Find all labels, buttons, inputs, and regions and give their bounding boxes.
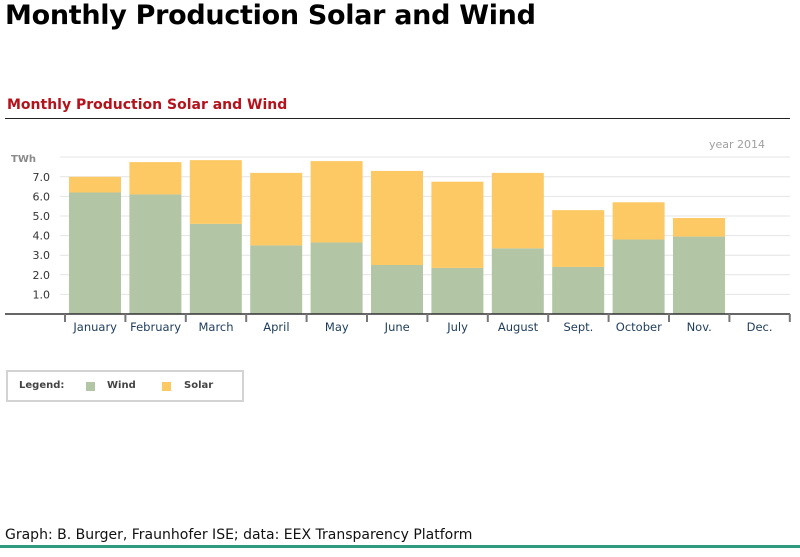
bar-solar: [431, 181, 484, 268]
bar-wind: [673, 236, 725, 314]
bar-wind: [310, 242, 363, 314]
y-tick-label: 7.0: [33, 171, 51, 184]
year-annotation: year 2014: [709, 138, 765, 151]
x-tick-label: January: [72, 320, 117, 334]
axes: 1.0 2.0 3.0 4.0 5.0 6.0 7.0 January February Marc…: [5, 171, 791, 334]
x-tick-label: August: [498, 320, 539, 334]
legend-solar-swatch: [162, 382, 171, 391]
title-divider: [5, 118, 790, 119]
y-tick-label: 3.0: [33, 249, 51, 262]
bars: [69, 160, 725, 314]
bar-wind: [250, 245, 303, 314]
bar-solar: [612, 202, 665, 240]
x-tick-label: Sept.: [563, 320, 593, 334]
legend: Legend: Wind Solar: [6, 370, 244, 402]
x-tick-label: June: [384, 320, 410, 334]
bar-solar: [371, 170, 423, 265]
bar-wind: [431, 267, 484, 314]
bar-solar: [250, 172, 303, 246]
footer-divider: [0, 545, 800, 548]
bar-wind: [371, 265, 423, 314]
x-tick-label: October: [616, 320, 662, 334]
y-tick-label: 5.0: [33, 210, 51, 223]
y-tick-label: 6.0: [33, 190, 51, 203]
grid-lines: [60, 156, 790, 295]
bar-wind: [69, 192, 121, 314]
chart-title: Monthly Production Solar and Wind: [7, 97, 288, 113]
x-tick-label: July: [446, 320, 468, 334]
x-tick-label: May: [325, 320, 349, 334]
bar-solar: [491, 172, 544, 249]
bar-solar: [310, 161, 363, 243]
bar-wind: [552, 266, 605, 314]
x-tick-label: February: [130, 320, 181, 334]
bar-wind: [491, 248, 544, 314]
x-tick-label: March: [198, 320, 233, 334]
bar-solar: [129, 162, 182, 195]
bar-solar: [189, 160, 242, 224]
bar-wind: [189, 223, 242, 314]
footer-credit: Graph: B. Burger, Fraunhofer ISE; data: …: [5, 527, 473, 543]
bar-solar: [552, 210, 605, 267]
x-tick-label: Nov.: [687, 320, 712, 334]
legend-label: Legend:: [19, 380, 65, 391]
y-axis-unit-label: TWh: [11, 154, 36, 165]
y-tick-label: 2.0: [33, 269, 51, 282]
x-tick-label: April: [263, 320, 289, 334]
legend-solar-label: Solar: [184, 380, 214, 391]
bar-solar: [69, 176, 121, 193]
legend-wind-swatch: [86, 382, 95, 391]
bar-solar: [673, 217, 725, 237]
y-tick-label: 1.0: [33, 288, 51, 301]
bar-wind: [129, 194, 182, 314]
page-title: Monthly Production Solar and Wind: [5, 0, 536, 31]
y-tick-label: 4.0: [33, 230, 51, 243]
legend-wind-label: Wind: [107, 380, 136, 391]
bar-wind: [612, 239, 665, 314]
x-tick-label: Dec.: [747, 320, 773, 334]
